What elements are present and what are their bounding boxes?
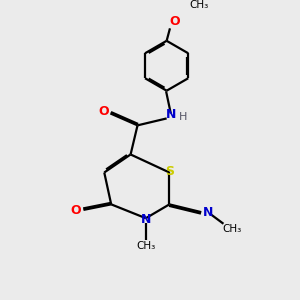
Text: CH₃: CH₃ [223,224,242,234]
Text: N: N [166,108,176,121]
Text: N: N [141,213,151,226]
Text: O: O [71,204,81,217]
Text: H: H [179,112,188,122]
Text: N: N [202,206,213,219]
Text: O: O [169,15,180,28]
Text: O: O [98,105,109,118]
Text: S: S [166,165,175,178]
Text: CH₃: CH₃ [190,0,209,10]
Text: CH₃: CH₃ [136,242,155,251]
